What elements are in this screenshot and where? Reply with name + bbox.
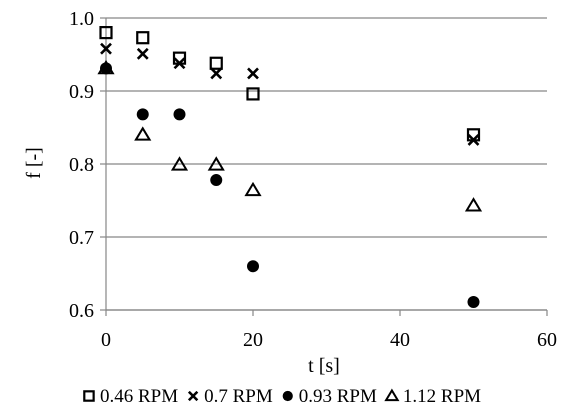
data-point-s2-1 [136, 108, 149, 121]
data-series [97, 26, 483, 308]
x-tick-label-2: 40 [390, 329, 410, 351]
data-point-s0-4 [246, 87, 260, 101]
tick-labels: 0 20 40 60 0.6 0.7 0.8 0.9 1.0 [69, 8, 557, 351]
x-tick-label-0: 0 [101, 329, 111, 351]
axes [100, 17, 548, 316]
data-point-s3-0 [97, 59, 115, 75]
data-point-s1-2 [173, 57, 186, 70]
x-tick-label-3: 60 [537, 329, 557, 351]
y-axis-label: f [-] [23, 147, 45, 179]
x-tick-label-1: 20 [243, 329, 263, 351]
data-point-s2-5 [467, 295, 480, 308]
y-tick-label-3: 0.9 [69, 81, 94, 103]
legend-label-3: 1.12 RPM [403, 386, 481, 407]
legend-marker-3 [384, 388, 400, 402]
data-point-s1-3 [210, 67, 223, 80]
data-point-s3-5 [464, 197, 483, 212]
data-point-s3-2 [170, 156, 189, 171]
legend-label-0: 0.46 RPM [100, 386, 178, 407]
y-tick-label-4: 1.0 [69, 8, 94, 30]
data-point-s3-3 [207, 156, 225, 171]
data-point-s3-4 [244, 181, 262, 197]
data-point-s2-4 [247, 260, 259, 273]
y-tick-label-0: 0.6 [69, 300, 94, 322]
legend-marker-1 [187, 390, 199, 402]
data-point-s0-3 [209, 56, 223, 70]
legend-item-1: 0.7 RPM [187, 386, 273, 407]
series-3 [97, 59, 483, 212]
series-1 [100, 42, 480, 146]
data-point-s3-1 [134, 126, 152, 141]
y-tick-label-2: 0.8 [69, 154, 94, 176]
legend-label-1: 0.7 RPM [204, 386, 273, 407]
legend-item-0: 0.46 RPM [83, 386, 178, 407]
data-point-s1-0 [100, 42, 112, 55]
data-point-s1-1 [136, 47, 149, 60]
x-axis-label: t [s] [308, 355, 340, 377]
data-point-s0-0 [99, 26, 113, 40]
data-point-s1-4 [247, 67, 259, 80]
data-point-s1-5 [467, 133, 480, 146]
series-0 [99, 26, 481, 142]
data-point-s2-3 [210, 174, 223, 187]
legend-label-2: 0.93 RPM [299, 386, 377, 407]
legend-marker-2 [282, 390, 293, 402]
legend-marker-0 [83, 390, 95, 402]
series-2 [100, 62, 480, 308]
legend-item-2: 0.93 RPM [282, 386, 377, 407]
y-tick-label-1: 0.7 [69, 227, 94, 249]
data-point-s0-1 [136, 31, 150, 45]
legend: 0.46 RPM 0.7 RPM 0.93 RPM 1.12 RPM [83, 386, 481, 407]
legend-item-3: 1.12 RPM [384, 386, 481, 407]
data-point-s2-2 [173, 108, 186, 121]
gridlines [106, 17, 547, 311]
